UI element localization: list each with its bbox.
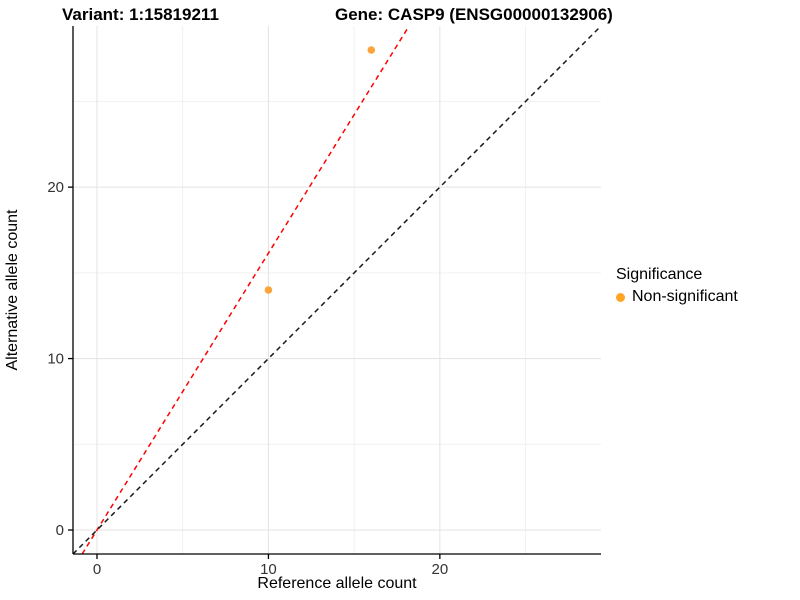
- ratio-line: [81, 25, 410, 555]
- y-tick-label: 0: [56, 522, 64, 539]
- y-axis-title: Alternative allele count: [4, 209, 21, 371]
- identity-line: [72, 25, 602, 555]
- x-axis-title: Reference allele count: [257, 575, 417, 592]
- legend-item-label: Non-significant: [632, 288, 738, 305]
- y-tick-label: 20: [47, 179, 64, 196]
- legend-item-non-significant: Non-significant: [616, 288, 738, 306]
- legend-point-icon: [616, 292, 625, 302]
- y-tick-label: 10: [47, 351, 64, 368]
- x-tick-label: 10: [260, 561, 277, 578]
- plot-title-gene: Gene: CASP9 (ENSG00000132906): [335, 5, 613, 24]
- plot-title-variant: Variant: 1:15819211: [62, 5, 219, 24]
- legend: Significance Non-significant: [616, 266, 738, 306]
- data-point: [367, 46, 376, 54]
- data-point: [264, 286, 273, 294]
- legend-title: Significance: [616, 266, 703, 283]
- x-tick-label: 0: [93, 561, 101, 578]
- x-tick-label: 20: [432, 561, 449, 578]
